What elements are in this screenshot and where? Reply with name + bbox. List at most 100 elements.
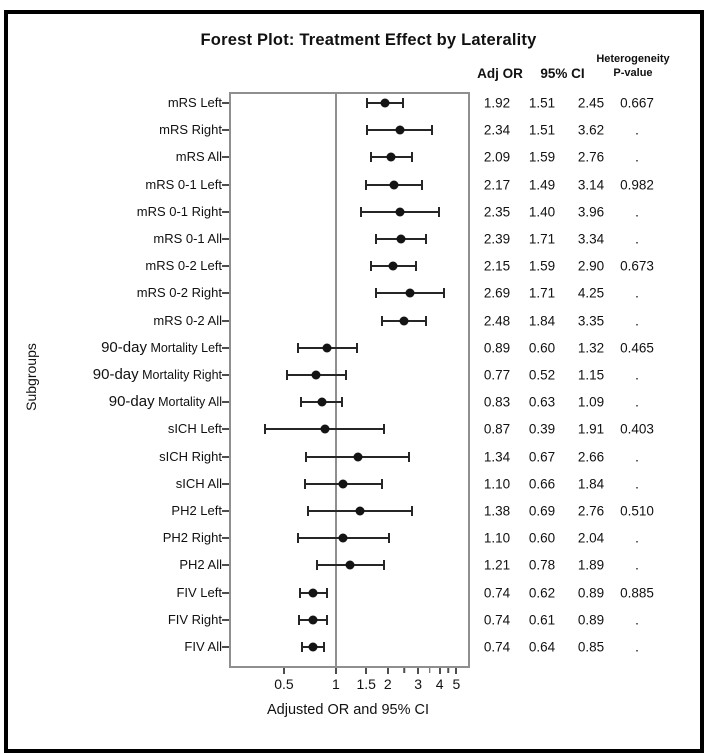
x-tick-label: 3: [414, 676, 422, 692]
adj-or-value: 1.10: [483, 476, 511, 492]
het-p-value: .: [635, 285, 639, 301]
ci-cap-left: [303, 478, 306, 489]
ci-cap-left: [307, 506, 310, 516]
y-tick: [222, 646, 229, 648]
ci-high-value: 0.85: [577, 639, 605, 655]
or-marker: [389, 180, 399, 190]
ci-cap-right: [383, 424, 386, 435]
adj-or-value: 0.89: [483, 340, 511, 356]
y-tick: [222, 183, 229, 186]
row-label-rest: Mortality Left: [146, 340, 222, 355]
ci-low-value: 1.51: [528, 95, 556, 111]
ci-cap-left: [380, 315, 383, 326]
het-p-value: .: [635, 639, 639, 655]
y-tick: [222, 537, 229, 540]
ci-low-value: 0.63: [528, 394, 556, 410]
het-p-value: .: [635, 476, 639, 492]
ci-cap-right: [443, 288, 446, 299]
adj-or-value: 2.48: [483, 313, 511, 329]
ci-low-value: 0.66: [528, 476, 556, 492]
row-label: 90-day Mortality Right: [93, 367, 222, 382]
het-p-value: .: [635, 530, 639, 546]
ci-low-value: 1.59: [528, 258, 556, 274]
ci-cap-right: [431, 125, 434, 136]
row-label: sICH Left: [167, 421, 222, 437]
adj-or-value: 0.87: [483, 421, 511, 437]
ci-high-value: 2.66: [577, 449, 605, 465]
ci-cap-left: [301, 642, 304, 652]
ci-high-value: 1.15: [577, 367, 605, 383]
x-tick: [282, 668, 285, 674]
or-marker: [308, 615, 318, 625]
het-p-value: 0.667: [620, 95, 654, 111]
ci-high-value: 1.91: [577, 421, 605, 437]
ci-low-value: 0.64: [528, 639, 556, 655]
het-p-value: 0.403: [620, 421, 654, 437]
x-tick-label: 2: [383, 676, 392, 692]
column-header-95ci: 95% CI: [540, 66, 585, 81]
ci-low-value: 0.69: [528, 503, 556, 519]
row-label: 90-day Mortality All: [108, 393, 222, 411]
ci-low-value: 1.59: [528, 149, 556, 165]
y-tick: [222, 428, 229, 431]
adj-or-value: 2.69: [483, 285, 511, 301]
adj-or-value: 1.10: [483, 530, 511, 546]
het-p-value: 0.465: [620, 340, 654, 356]
or-marker: [320, 424, 330, 434]
ci-cap-right: [326, 614, 329, 625]
ci-low-value: 0.52: [528, 367, 556, 383]
row-label: mRS 0-2 All: [153, 312, 222, 328]
ci-cap-right: [355, 342, 358, 353]
or-marker: [338, 533, 348, 543]
ci-high-value: 2.90: [577, 258, 605, 274]
ci-high-value: 1.89: [577, 557, 605, 573]
het-p-value: 0.885: [620, 585, 654, 601]
y-tick: [222, 292, 229, 295]
ci-cap-right: [326, 587, 329, 598]
adj-or-value: 2.35: [483, 204, 511, 220]
x-tick-label: 0.5: [274, 676, 294, 692]
adj-or-value: 2.17: [483, 177, 511, 193]
adj-or-value: 0.74: [483, 612, 511, 628]
x-tick: [386, 668, 389, 674]
or-marker: [308, 588, 318, 598]
adj-or-value: 2.09: [483, 149, 511, 165]
het-p-value: .: [635, 313, 639, 329]
het-p-value: .: [635, 612, 639, 628]
x-axis-title: Adjusted OR and 95% CI: [266, 702, 429, 718]
ci-cap-right: [345, 370, 348, 380]
row-label-rest: Mortality All: [154, 395, 222, 410]
row-label: mRS 0-1 Left: [145, 176, 222, 192]
or-marker: [345, 560, 355, 570]
row-label: FIV All: [184, 639, 222, 654]
chart-title: Forest Plot: Treatment Effect by Lateral…: [200, 31, 537, 49]
or-marker: [388, 261, 398, 271]
ci-low-value: 0.62: [528, 585, 556, 601]
adj-or-value: 2.39: [483, 231, 511, 247]
adj-or-value: 2.15: [483, 258, 511, 274]
y-tick: [222, 401, 229, 404]
ci-high-value: 3.96: [577, 204, 605, 220]
row-label: PH2 Right: [162, 530, 222, 546]
row-label-prefix: 90-day: [108, 393, 155, 411]
ci-high-value: 2.04: [577, 530, 605, 546]
or-marker: [311, 370, 321, 380]
ci-high-value: 0.89: [577, 585, 605, 601]
or-marker: [353, 452, 363, 462]
ci-cap-left: [285, 370, 288, 380]
or-marker: [396, 234, 406, 244]
ci-high-value: 3.34: [577, 231, 605, 247]
row-label: mRS 0-2 Left: [145, 258, 222, 274]
ci-cap-left: [364, 179, 367, 190]
adj-or-value: 0.77: [483, 367, 511, 383]
or-marker: [405, 288, 415, 298]
x-tick-label: 5: [452, 676, 461, 692]
adj-or-value: 0.74: [483, 639, 511, 655]
ci-high-value: 2.45: [577, 95, 605, 111]
ci-low-value: 0.60: [528, 530, 556, 546]
row-label-prefix: 90-day: [101, 338, 147, 356]
plot-area: [229, 92, 470, 668]
ci-cap-right: [341, 397, 344, 408]
ci-cap-right: [410, 152, 413, 163]
